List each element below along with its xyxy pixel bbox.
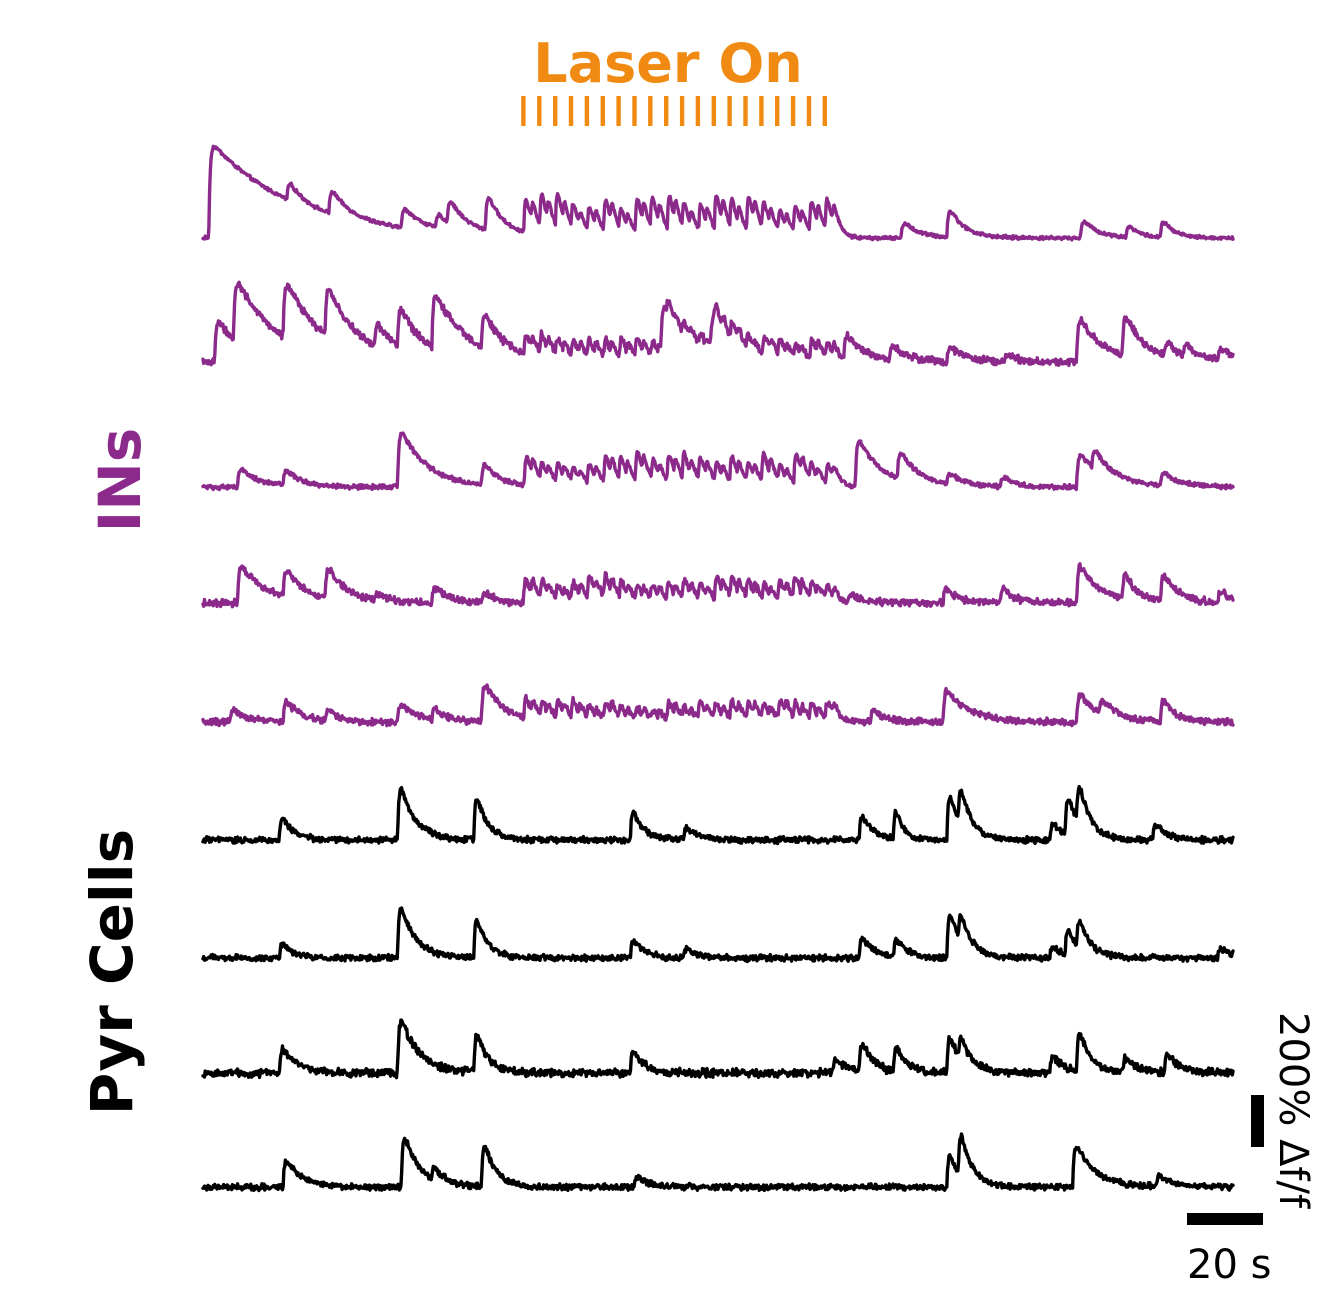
laser-pulse-tick bbox=[553, 96, 558, 126]
laser-pulse-tick bbox=[648, 96, 653, 126]
trace-line-8 bbox=[201, 1018, 1235, 1080]
trace-line-3 bbox=[201, 431, 1235, 492]
time-scale-label: 20 s bbox=[1187, 1242, 1271, 1288]
trace-line-7 bbox=[201, 906, 1235, 964]
amplitude-scale-label: 200% Δf/f bbox=[1270, 1012, 1316, 1209]
trace-line-2 bbox=[201, 280, 1235, 368]
laser-pulse-tick bbox=[664, 96, 669, 126]
laser-pulse-tick bbox=[775, 96, 780, 126]
laser-pulse-tick bbox=[759, 96, 764, 126]
amplitude-scale-bar: 200% Δf/f bbox=[1251, 1012, 1316, 1209]
laser-pulse-markers bbox=[521, 96, 827, 126]
laser-pulse-tick bbox=[806, 96, 812, 126]
laser-pulse-tick bbox=[600, 96, 605, 126]
traces bbox=[201, 144, 1235, 1193]
trace-line-1 bbox=[201, 144, 1235, 242]
laser-pulse-tick bbox=[537, 96, 542, 126]
time-scale-bar-line bbox=[1187, 1213, 1263, 1225]
laser-pulse-tick bbox=[632, 96, 637, 126]
laser-pulse-tick bbox=[679, 96, 685, 126]
laser-pulse-tick bbox=[521, 96, 526, 126]
laser-pulse-tick bbox=[790, 96, 796, 126]
laser-pulse-tick bbox=[711, 96, 716, 126]
amplitude-scale-bar-line bbox=[1251, 1095, 1264, 1147]
laser-pulse-tick bbox=[727, 96, 732, 126]
laser-pulse-tick bbox=[695, 96, 701, 126]
laser-pulse-tick bbox=[743, 96, 748, 126]
trace-line-5 bbox=[201, 683, 1235, 728]
time-scale-bar: 20 s bbox=[1187, 1213, 1271, 1288]
laser-pulse-tick bbox=[568, 96, 574, 126]
laser-pulse-tick bbox=[822, 96, 827, 126]
ins-group-label: INs bbox=[86, 428, 154, 533]
trace-line-4 bbox=[201, 562, 1235, 609]
trace-line-6 bbox=[201, 784, 1235, 846]
pyr-cells-group-label: Pyr Cells bbox=[78, 829, 146, 1115]
trace-line-9 bbox=[201, 1132, 1235, 1193]
laser-pulse-tick bbox=[616, 96, 621, 126]
laser-on-title: Laser On bbox=[533, 32, 802, 95]
laser-pulse-tick bbox=[584, 96, 590, 126]
